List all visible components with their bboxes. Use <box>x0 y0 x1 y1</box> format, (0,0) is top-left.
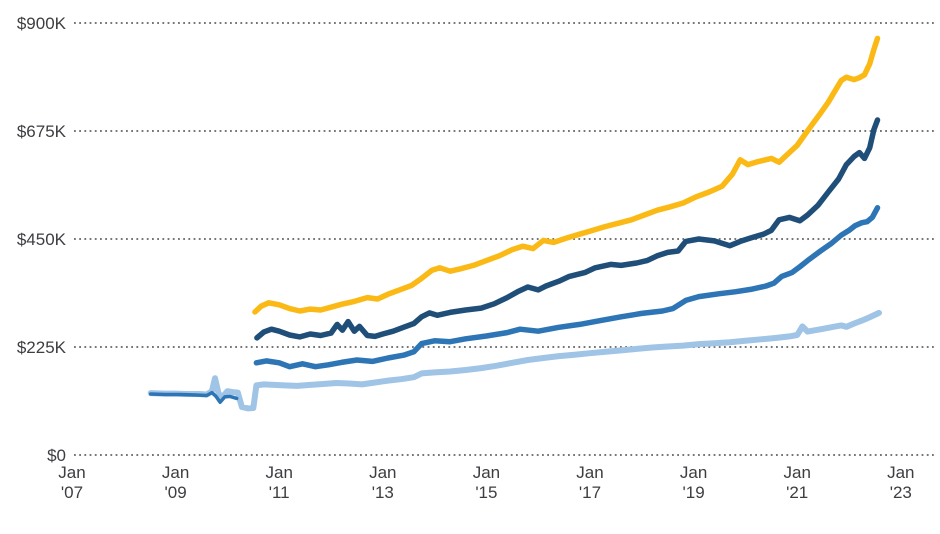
x-axis-tick-month: Jan <box>576 463 603 482</box>
x-axis-tick-year: '23 <box>890 483 912 502</box>
y-axis-tick-label: $0 <box>47 446 66 465</box>
x-axis-tick-month: Jan <box>783 463 810 482</box>
x-axis-tick-year: '13 <box>372 483 394 502</box>
x-axis-tick-year: '09 <box>165 483 187 502</box>
x-axis-tick-year: '11 <box>269 483 290 502</box>
y-axis-tick-label: $900K <box>17 14 67 33</box>
x-axis-tick-year: '19 <box>683 483 705 502</box>
x-axis-tick-year: '15 <box>475 483 497 502</box>
x-axis-tick-month: Jan <box>162 463 189 482</box>
x-axis-tick-month: Jan <box>887 463 914 482</box>
series-light-blue-line <box>147 309 882 412</box>
x-axis-tick-month: Jan <box>680 463 707 482</box>
series-medium-blue-line <box>253 205 881 370</box>
x-axis-tick-year: '17 <box>579 483 601 502</box>
y-axis-tick-label: $225K <box>17 338 67 357</box>
series-medium-blue-early-segment <box>148 390 239 404</box>
x-axis-tick-month: Jan <box>265 463 292 482</box>
y-axis-tick-label: $675K <box>17 122 67 141</box>
x-axis-tick-month: Jan <box>473 463 500 482</box>
x-axis-tick-year: '07 <box>61 483 83 502</box>
x-axis-tick-year: '21 <box>786 483 808 502</box>
series-dark-navy-line <box>254 117 881 341</box>
x-axis-tick-month: Jan <box>58 463 85 482</box>
series-gold-line <box>252 35 881 315</box>
x-axis-tick-month: Jan <box>369 463 396 482</box>
y-axis-tick-label: $450K <box>17 230 67 249</box>
